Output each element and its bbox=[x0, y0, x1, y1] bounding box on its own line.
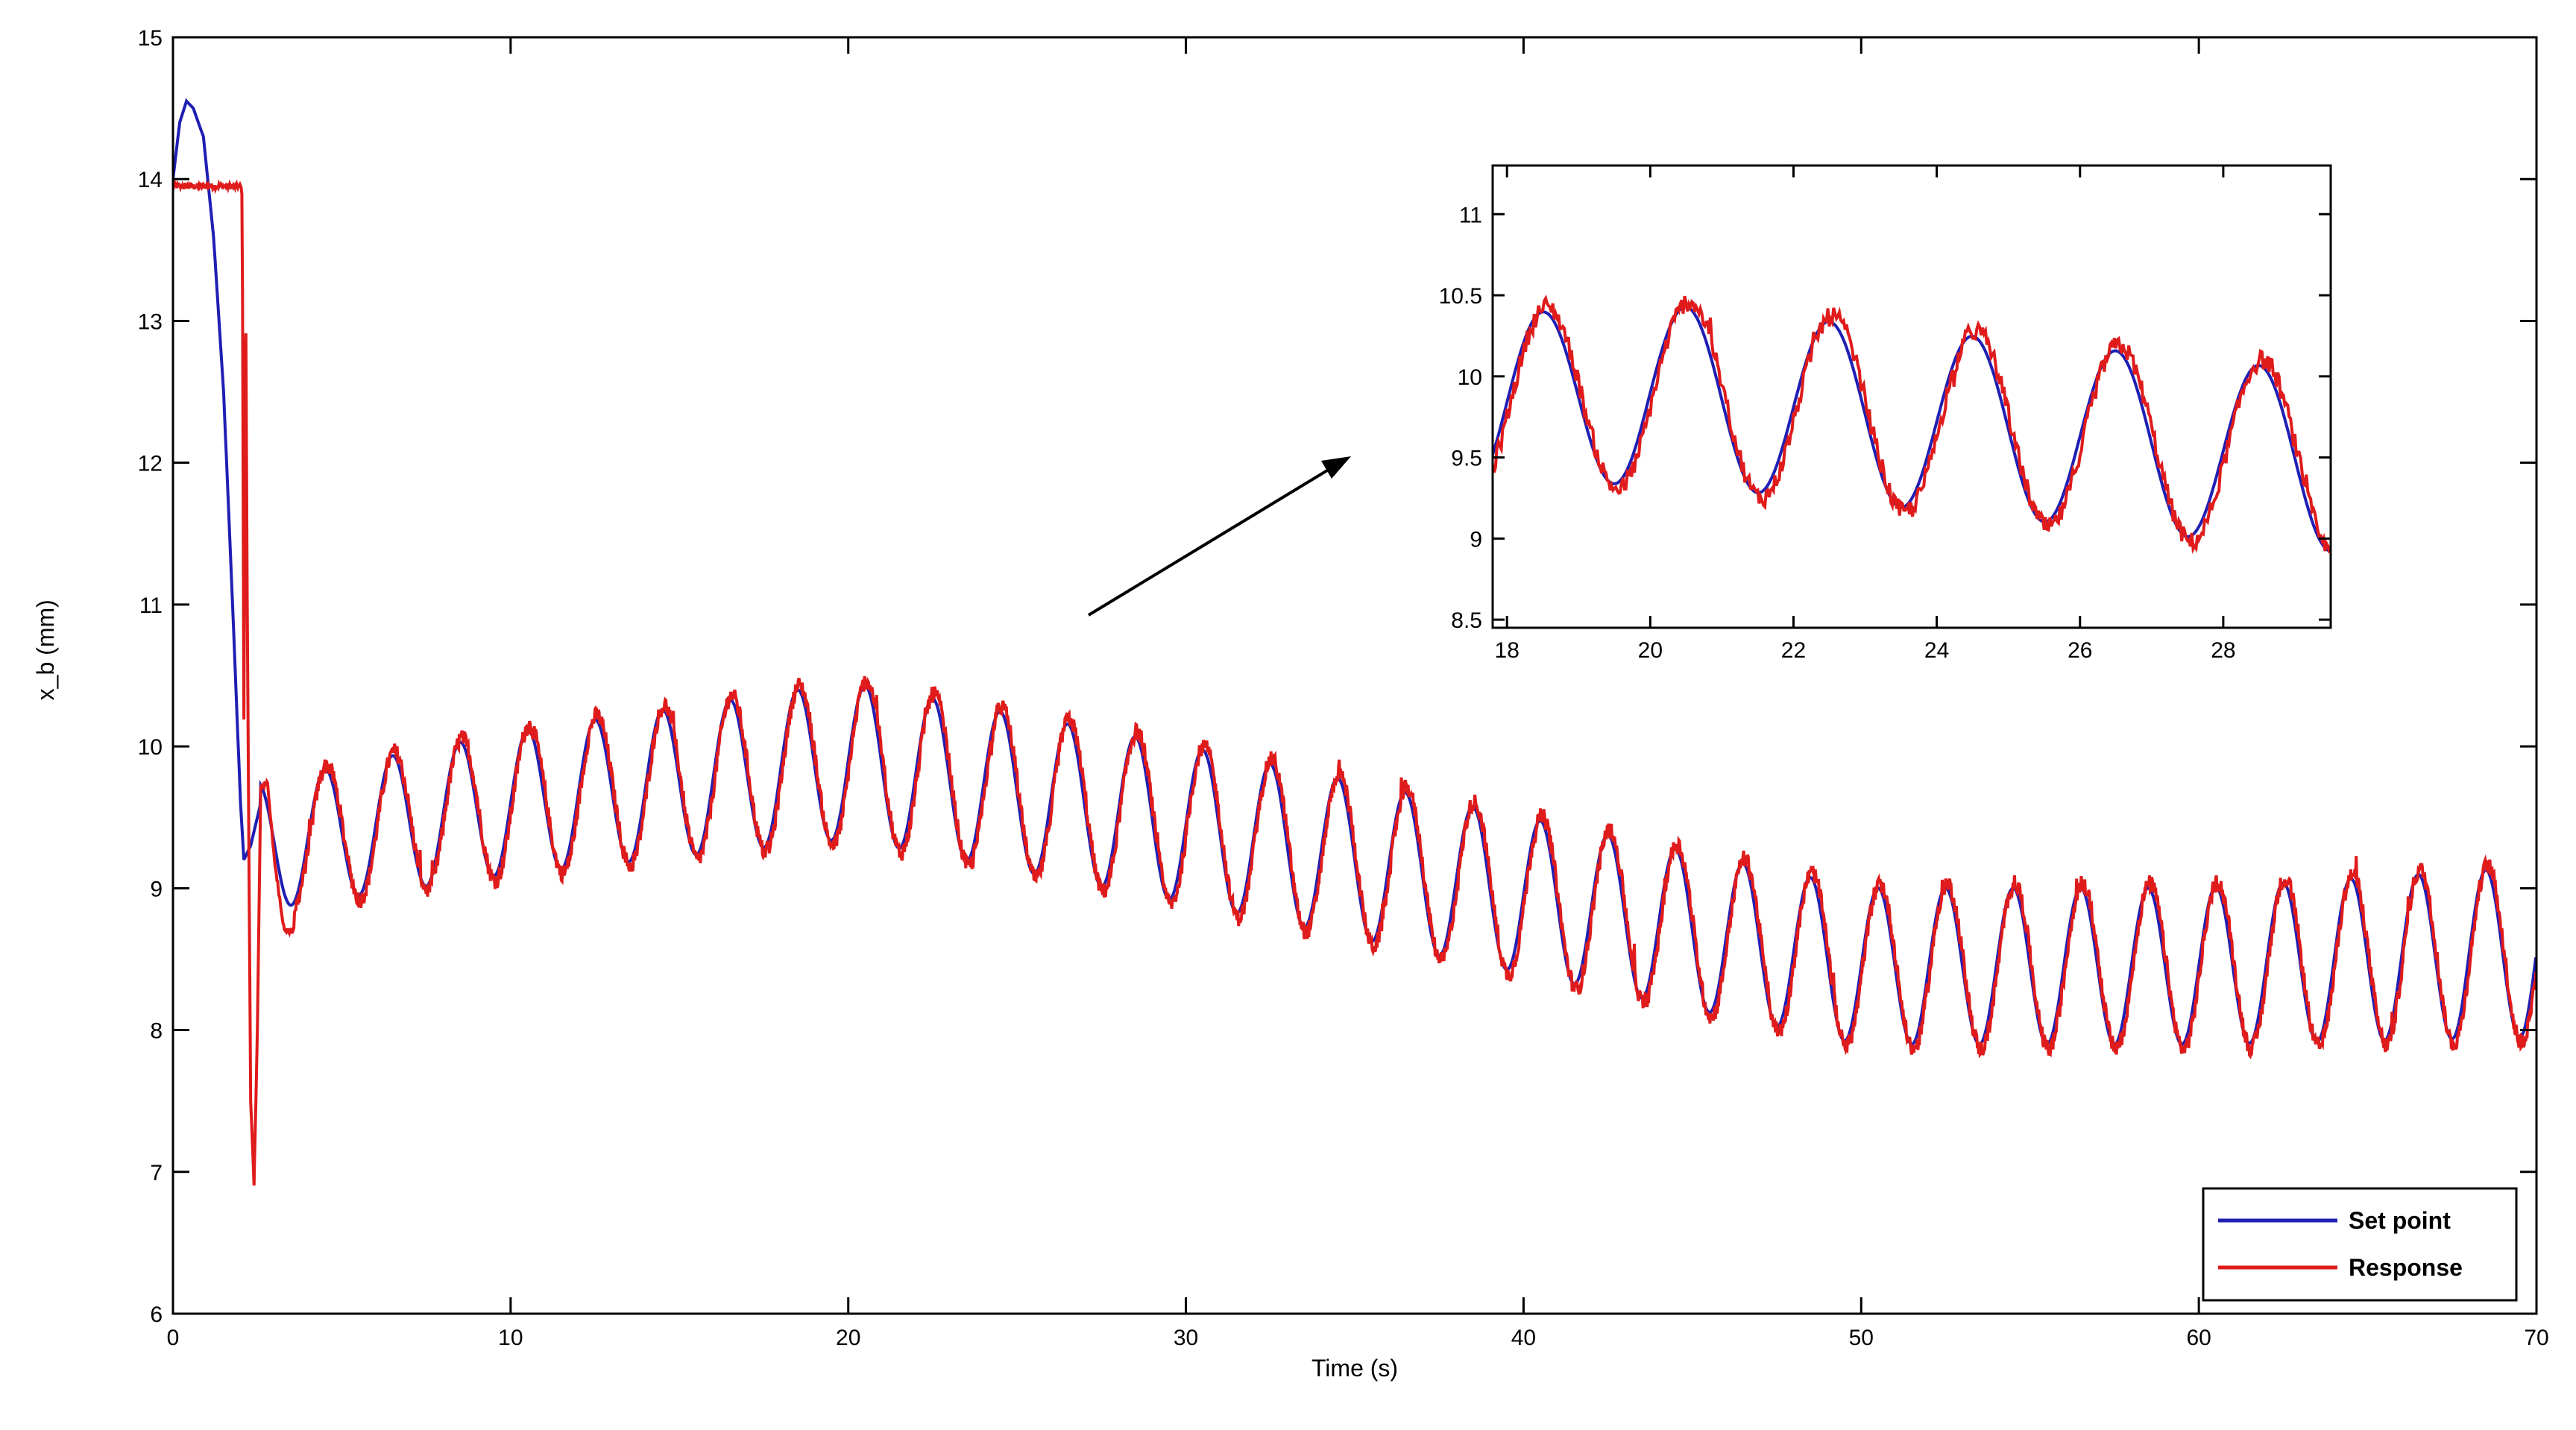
main-xtick-label: 40 bbox=[1511, 1326, 1536, 1350]
main-y-axis-label: x_b (mm) bbox=[32, 599, 59, 700]
main-ytick-label: 14 bbox=[138, 168, 163, 192]
inset-plot-area bbox=[1493, 166, 2331, 628]
main-ytick-label: 13 bbox=[138, 309, 163, 334]
inset-xtick-label: 20 bbox=[1638, 638, 1663, 663]
inset-xtick-label: 24 bbox=[1924, 638, 1949, 663]
inset-ytick-label: 9 bbox=[1470, 527, 1482, 552]
inset-ytick-label: 11 bbox=[1459, 203, 1482, 227]
main-xtick-label: 60 bbox=[2186, 1326, 2211, 1350]
main-xtick-label: 50 bbox=[1849, 1326, 1874, 1350]
legend-label-response: Response bbox=[2349, 1254, 2463, 1281]
main-ytick-label: 15 bbox=[138, 26, 163, 51]
legend-box bbox=[2202, 1187, 2518, 1302]
inset-frame bbox=[1491, 164, 2332, 629]
zoom-arrow-head bbox=[1321, 456, 1351, 479]
main-xtick-label: 30 bbox=[1174, 1326, 1198, 1350]
main-ytick-label: 8 bbox=[150, 1019, 163, 1044]
inset-series-set-point bbox=[1493, 305, 2331, 553]
inset-xtick-label: 22 bbox=[1781, 638, 1806, 663]
inset-ytick-label: 8.5 bbox=[1451, 608, 1482, 633]
inset-series-response bbox=[1493, 294, 2331, 558]
inset-xtick-label: 18 bbox=[1495, 638, 1520, 663]
main-ytick-label: 7 bbox=[150, 1161, 163, 1185]
inset-ytick-label: 10 bbox=[1458, 365, 1482, 390]
main-x-axis-label: Time (s) bbox=[1311, 1355, 1398, 1382]
main-xtick-label: 20 bbox=[836, 1326, 860, 1350]
main-series-response bbox=[173, 178, 2536, 1186]
inset-xtick-label: 28 bbox=[2211, 638, 2235, 663]
inset-xtick-label: 26 bbox=[2068, 638, 2092, 663]
main-ytick-label: 12 bbox=[138, 452, 163, 476]
main-frame bbox=[171, 36, 2538, 1315]
zoom-arrow bbox=[1087, 456, 1351, 617]
legend-label-set-point: Set point bbox=[2349, 1207, 2451, 1234]
legend: Set point Response bbox=[2202, 1187, 2518, 1302]
zoom-arrow-line bbox=[1087, 464, 1336, 617]
inset-ytick-label: 10.5 bbox=[1439, 284, 1482, 309]
main-xtick-label: 10 bbox=[498, 1326, 523, 1350]
main-xtick-label: 0 bbox=[167, 1326, 180, 1350]
inset-ytick-label: 9.5 bbox=[1451, 447, 1482, 471]
main-ytick-label: 10 bbox=[138, 735, 163, 760]
main-ytick-label: 6 bbox=[150, 1303, 163, 1327]
main-xtick-label: 70 bbox=[2524, 1326, 2548, 1350]
inset-axes: 18 20 22 24 26 28 8.5 9 9.5 10 10.5 11 bbox=[1439, 164, 2332, 663]
main-ytick-label: 11 bbox=[139, 593, 163, 618]
main-ytick-label: 9 bbox=[150, 877, 163, 901]
